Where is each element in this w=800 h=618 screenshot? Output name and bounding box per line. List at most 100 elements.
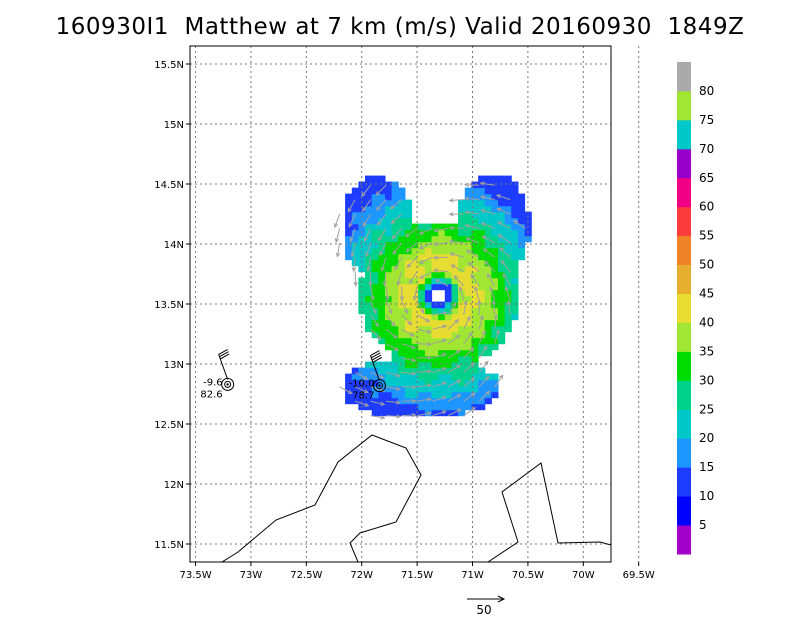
colorbar-swatch bbox=[677, 467, 691, 497]
wind-speed-cell bbox=[418, 271, 426, 279]
wind-speed-cell bbox=[431, 283, 439, 291]
arrow-head-icon bbox=[426, 329, 432, 334]
wind-speed-cell bbox=[471, 205, 479, 213]
wind-vector bbox=[447, 408, 461, 417]
wind-speed-cell bbox=[464, 271, 472, 279]
wind-vector bbox=[362, 199, 372, 212]
arrow-head-icon bbox=[425, 318, 431, 323]
wind-speed-cell bbox=[424, 223, 433, 231]
wind-speed-cell bbox=[385, 379, 393, 387]
arrow-head-icon bbox=[426, 411, 433, 416]
wind-speed-cell bbox=[504, 175, 512, 183]
wind-speed-cell bbox=[451, 283, 459, 291]
wind-speed-cell bbox=[511, 265, 519, 273]
wind-speed-cell bbox=[451, 271, 459, 279]
wind-barb-flag bbox=[220, 353, 230, 360]
wind-vector bbox=[401, 371, 416, 375]
wind-speed-cell bbox=[391, 229, 399, 237]
wind-speed-cell bbox=[424, 343, 433, 351]
wind-vector bbox=[432, 367, 447, 373]
arrow-head-icon bbox=[368, 281, 373, 287]
arrow-head-icon bbox=[376, 335, 382, 341]
wind-speed-cell bbox=[385, 235, 393, 243]
wind-speed-cell bbox=[365, 379, 373, 387]
arrow-head-icon bbox=[453, 274, 459, 280]
wind-speed-cell bbox=[404, 379, 413, 387]
wind-speed-cell bbox=[478, 259, 486, 267]
wind-speed-cell bbox=[378, 205, 386, 213]
wind-speed-cell bbox=[498, 289, 506, 297]
wind-speed-cell bbox=[391, 295, 399, 303]
wind-speed-cell bbox=[431, 223, 439, 231]
station-temp: -9.6 bbox=[203, 377, 223, 388]
wind-speed-cell bbox=[478, 217, 486, 225]
arrow-head-icon bbox=[372, 309, 377, 315]
wind-speed-cell bbox=[418, 379, 426, 387]
wind-speed-cell bbox=[478, 301, 486, 309]
wind-speed-cell bbox=[451, 361, 459, 369]
arrow-head-icon bbox=[412, 295, 418, 301]
wind-speed-cell bbox=[418, 307, 426, 315]
arrow-head-icon bbox=[351, 267, 357, 273]
wind-speed-cell bbox=[404, 199, 413, 207]
wind-barb-flag bbox=[372, 356, 383, 363]
wind-vector bbox=[432, 339, 447, 345]
wind-speed-cell bbox=[431, 331, 439, 339]
arrow-head-icon bbox=[464, 182, 470, 188]
wind-speed-cell bbox=[504, 199, 512, 207]
wind-speed-cell bbox=[404, 289, 413, 297]
wind-speed-cell bbox=[517, 193, 526, 201]
wind-speed-cell bbox=[458, 199, 466, 207]
wind-speed-cell bbox=[464, 217, 472, 225]
wind-speed-cell bbox=[398, 241, 406, 249]
wind-vector bbox=[459, 286, 465, 301]
arrow-head-icon bbox=[442, 311, 448, 316]
wind-speed-cell bbox=[471, 391, 479, 399]
wind-speed-cell bbox=[418, 301, 426, 309]
wind-speed-cell bbox=[391, 271, 399, 279]
wind-vector bbox=[370, 400, 385, 405]
wind-speed-cell bbox=[491, 211, 499, 219]
arrow-head-icon bbox=[433, 227, 439, 233]
wind-speed-cell bbox=[424, 247, 433, 255]
arrow-head-icon bbox=[405, 247, 411, 253]
wind-speed-cell bbox=[517, 241, 526, 249]
wind-speed-cell bbox=[444, 289, 452, 297]
wind-speed-cell bbox=[491, 187, 499, 195]
wind-speed-cell bbox=[365, 175, 373, 183]
wind-speed-cell bbox=[411, 403, 419, 411]
wind-speed-cell bbox=[491, 295, 499, 303]
colorbar-label: 45 bbox=[699, 287, 714, 301]
wind-speed-cell bbox=[478, 319, 486, 327]
wind-speed-cell bbox=[511, 241, 519, 249]
wind-speed-cell bbox=[411, 391, 419, 399]
wind-speed-cell bbox=[504, 271, 512, 279]
wind-vector bbox=[478, 376, 490, 388]
wind-speed-cell bbox=[345, 235, 353, 243]
wind-speed-cell bbox=[484, 175, 492, 183]
wind-speed-cell bbox=[471, 247, 479, 255]
wind-speed-cell bbox=[371, 361, 379, 369]
wind-speed-cell bbox=[391, 319, 399, 327]
wind-speed-cell bbox=[404, 271, 413, 279]
wind-speed-cell bbox=[491, 373, 499, 381]
wind-vector bbox=[337, 242, 341, 257]
wind-speed-cell bbox=[358, 187, 366, 195]
wind-speed-cell bbox=[345, 385, 353, 393]
wind-vector bbox=[385, 314, 396, 327]
wind-speed-cell bbox=[431, 307, 439, 315]
wind-speed-cell bbox=[398, 211, 406, 219]
wind-vector bbox=[465, 197, 480, 201]
wind-speed-cell bbox=[431, 355, 439, 363]
wind-speed-cell bbox=[411, 307, 419, 315]
wind-speed-cell bbox=[438, 361, 446, 369]
wind-speed-cell bbox=[511, 247, 519, 255]
wind-speed-cell bbox=[391, 181, 399, 189]
wind-speed-cell bbox=[444, 367, 452, 375]
arrow-head-icon bbox=[483, 345, 488, 351]
wind-speed-cell bbox=[431, 409, 439, 417]
arrow-head-icon bbox=[481, 329, 486, 335]
arrow-head-icon bbox=[380, 401, 386, 406]
coastline-south-america bbox=[221, 434, 422, 562]
wind-speed-cell bbox=[365, 295, 373, 303]
